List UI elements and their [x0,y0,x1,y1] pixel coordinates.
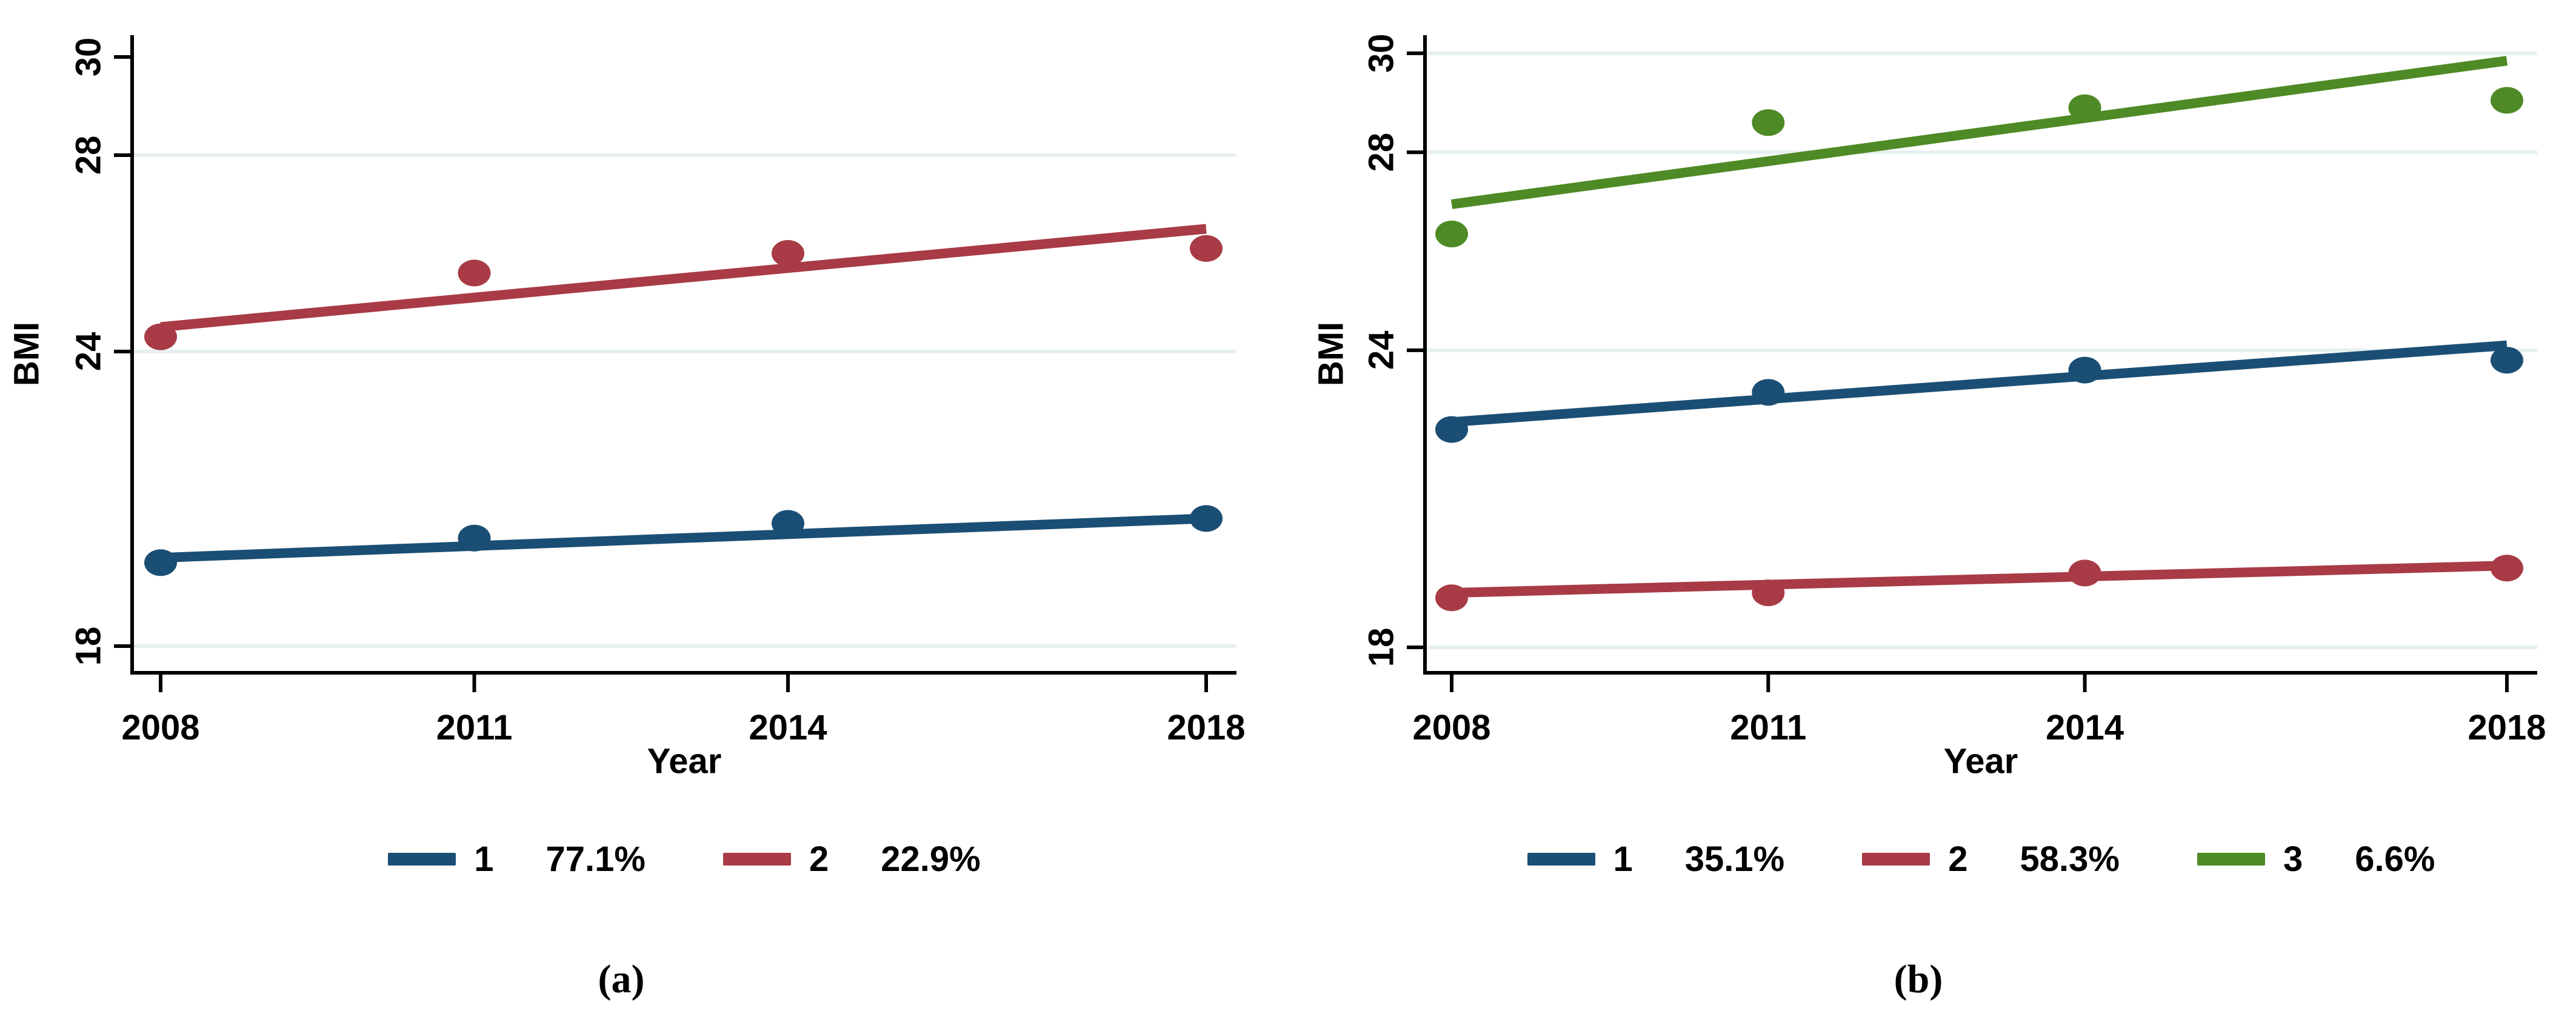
legend-panel-b: 1 35.1% 2 58.3% 3 6.6% [1425,838,2537,880]
dot-b-2-2014 [2068,559,2101,587]
fit-line-a-2 [160,224,1207,332]
legend-swatch-b-2 [1862,852,1930,866]
series-b-1 [1435,340,2523,443]
caption-panel-a: (a) [598,957,645,1001]
fit-line-b-2 [1451,561,2508,598]
legend-group-label-a-2: 2 [809,839,829,879]
y-tick-label-b-18: 18 [1362,628,1401,667]
dot-b-3-2008 [1435,220,1468,247]
legend-group-label-b-1: 1 [1613,839,1633,879]
dot-b-3-2011 [1752,109,1785,136]
dot-a-2-2018 [1190,235,1223,262]
legend-percent-b-2: 58.3% [2020,839,2120,879]
y-axis-title-panel-a: BMI [7,321,47,387]
legend-swatch-b-3 [2197,852,2265,866]
dot-a-1-2011 [458,524,491,552]
x-tick-label-b-2008: 2008 [1412,708,1490,747]
dot-b-3-2018 [2491,87,2523,114]
y-tick-label-a-28: 28 [69,136,108,175]
dot-b-2-2008 [1435,584,1468,612]
legend-panel-a: 1 77.1% 2 22.9% [132,838,1236,880]
x-axis-title-panel-a: Year [647,741,722,781]
dot-a-1-2018 [1190,505,1223,532]
x-tick-label-a-2014: 2014 [749,708,827,747]
y-tick-label-a-30: 30 [69,38,108,77]
x-tick-label-b-2014: 2014 [2046,708,2124,747]
x-tick-label-b-2011: 2011 [1730,708,1806,747]
legend-item-b-3: 3 6.6% [2197,839,2435,879]
legend-group-label-b-2: 2 [1948,839,1968,879]
dot-b-2-2018 [2491,555,2523,582]
dot-a-2-2008 [144,323,177,350]
caption-panel-b: (b) [1894,957,1943,1001]
legend-item-b-2: 2 58.3% [1862,839,2120,879]
y-tick-label-b-24: 24 [1362,331,1401,370]
y-axis-title-panel-b: BMI [1311,321,1351,387]
dot-a-2-2014 [772,240,804,267]
dot-b-1-2011 [1752,379,1785,406]
dot-a-2-2011 [458,259,491,287]
panel-b: 18 24 28 30 2008 2011 2014 2018 [1362,34,2546,747]
legend-group-label-a-1: 1 [474,839,494,879]
dot-b-1-2014 [2068,356,2101,384]
legend-percent-b-3: 6.6% [2355,839,2435,879]
y-tick-label-a-18: 18 [69,627,108,666]
x-tick-label-a-2008: 2008 [121,708,199,747]
legend-percent-b-1: 35.1% [1684,839,1785,879]
dot-b-1-2008 [1435,416,1468,443]
legend-item-a-2: 2 22.9% [723,839,981,879]
dot-a-1-2008 [144,549,177,576]
y-tick-label-b-30: 30 [1362,34,1401,73]
x-tick-label-a-2018: 2018 [1167,708,1245,747]
x-tick-label-b-2018: 2018 [2468,708,2546,747]
legend-swatch-a-2 [723,852,791,866]
legend-percent-a-1: 77.1% [546,839,646,879]
legend-item-a-1: 1 77.1% [388,839,646,879]
dot-b-3-2014 [2068,94,2101,121]
series-a-1 [144,505,1223,576]
y-tick-label-a-24: 24 [69,332,108,372]
legend-swatch-b-1 [1527,852,1595,866]
legend-item-b-1: 1 35.1% [1527,839,1785,879]
fit-line-a-1 [160,513,1207,563]
dot-a-1-2014 [772,510,804,537]
series-b-3 [1435,56,2523,247]
fit-line-b-3 [1450,56,2508,209]
legend-swatch-a-1 [388,852,456,866]
fit-line-b-1 [1451,340,2508,427]
y-tick-label-b-28: 28 [1362,133,1401,172]
legend-group-label-b-3: 3 [2283,839,2303,879]
panel-a: 18 24 28 30 2008 2011 2014 2018 [69,35,1246,747]
series-b-2 [1435,555,2523,612]
dot-b-2-2011 [1752,579,1785,607]
legend-percent-a-2: 22.9% [881,839,981,879]
series-a-2 [144,224,1223,350]
x-tick-label-a-2011: 2011 [436,708,513,747]
dot-b-1-2018 [2491,347,2523,374]
x-axis-title-panel-b: Year [1943,741,2018,781]
